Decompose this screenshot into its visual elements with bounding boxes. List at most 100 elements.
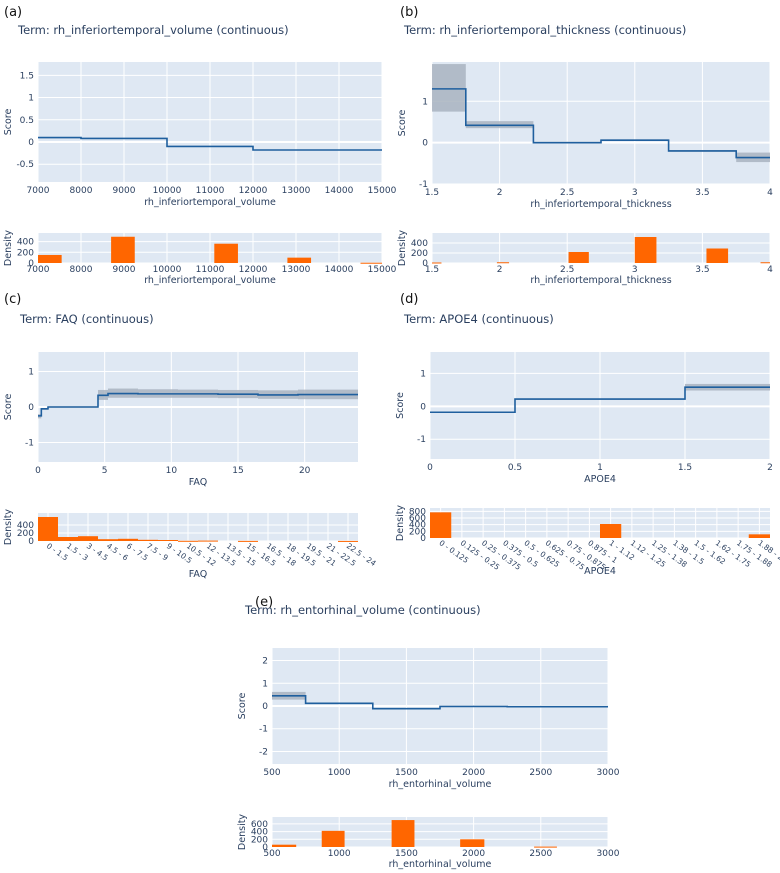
x-tick-label: 7.5 - 9	[145, 541, 170, 562]
y-tick-label: 2	[262, 657, 268, 667]
x-tick-label: 3	[632, 265, 638, 275]
x-axis-title: rh_inferiortemporal_volume	[144, 197, 276, 208]
x-axis-title: APOE4	[584, 566, 616, 577]
score-plot: 7000 8000 9000 10000 11000 12000 13000 14000 150…	[3, 62, 397, 208]
y-tick-label: 200	[411, 249, 428, 259]
x-tick-label: 8000	[70, 186, 93, 196]
x-tick-label: 1000	[328, 849, 351, 859]
density-bar	[760, 262, 770, 264]
density-bar	[214, 243, 238, 263]
y-tick-label: -1	[25, 438, 34, 448]
y-tick-label: -1	[419, 180, 428, 190]
panel-label: (a)	[4, 5, 22, 20]
x-tick-label: 2	[497, 265, 503, 275]
x-tick-label: 10	[166, 466, 178, 476]
density-bar	[748, 534, 770, 538]
x-tick-label: 3.5	[695, 188, 709, 198]
y-tick-label: 400	[17, 521, 34, 531]
y-axis-title: Score	[397, 110, 408, 137]
density-bar	[38, 517, 58, 541]
x-tick-label: 15000	[368, 265, 397, 275]
y-tick-label: 0	[422, 259, 428, 269]
y-tick-label: 0	[28, 138, 34, 148]
score-line	[272, 694, 608, 710]
panel-b: (b) Term: rh_inferiortemporal_thickness (…	[397, 5, 773, 286]
y-tick-label: 600	[251, 820, 268, 830]
density-bar	[496, 262, 510, 264]
confidence-band	[432, 64, 466, 112]
y-tick-label: 200	[17, 248, 34, 258]
x-axis-title: APOE4	[584, 474, 616, 485]
density-bar	[58, 537, 78, 541]
density-bar	[272, 844, 297, 847]
x-tick-label: 9000	[113, 265, 136, 275]
x-tick-label: 1500	[395, 849, 418, 859]
x-tick-label: 0.5	[508, 463, 522, 473]
y-tick-label: 200	[17, 529, 34, 539]
score-line	[38, 392, 358, 417]
y-tick-label: 400	[251, 828, 268, 838]
x-tick-label: 4.5 - 6	[105, 541, 130, 562]
x-tick-label: 7000	[27, 265, 50, 275]
x-tick-label: 0	[35, 466, 41, 476]
x-tick-label: 2500	[529, 768, 552, 778]
x-tick-label: 1.5	[425, 188, 439, 198]
score-line	[432, 88, 770, 159]
y-tick-label: -1	[259, 725, 268, 735]
x-tick-label: 15000	[368, 186, 397, 196]
y-tick-label: 1	[422, 97, 428, 107]
x-tick-label: 2.5	[560, 188, 574, 198]
x-tick-label: 2.5	[560, 265, 574, 275]
density-bar	[568, 252, 589, 263]
x-axis-title: rh_inferiortemporal_thickness	[530, 199, 671, 210]
y-tick-label: 0	[262, 702, 268, 712]
density-bar	[706, 248, 729, 263]
score-plot: 0 5 10 15 20 -1 0 1 FAQ Score	[3, 352, 358, 488]
x-tick-label: 3 - 4.5	[85, 541, 110, 562]
y-tick-label: 1	[262, 679, 268, 689]
density-bar	[287, 257, 312, 263]
density-bar	[391, 820, 415, 847]
y-tick-label: 200	[409, 527, 426, 537]
density-bar	[534, 846, 557, 848]
x-tick-label: 3.5	[695, 265, 709, 275]
x-tick-label: 10000	[153, 265, 182, 275]
score-line	[38, 136, 382, 151]
x-tick-label: 13000	[282, 186, 311, 196]
density-bar	[111, 236, 135, 263]
x-tick-label: 3	[632, 188, 638, 198]
y-tick-label: 0.5	[20, 116, 34, 126]
x-tick-label: 1500	[395, 768, 418, 778]
y-axis-title: Density	[3, 509, 14, 545]
y-tick-label: 1.5	[20, 71, 34, 81]
density-bar	[634, 237, 657, 263]
y-axis-title: Score	[3, 394, 14, 421]
density-bar	[198, 540, 218, 542]
y-axis-title: Score	[3, 109, 14, 136]
y-tick-label: 400	[411, 239, 428, 249]
term-title: Term: rh_entorhinal_volume (continuous)	[244, 603, 481, 617]
y-tick-label: 0	[28, 259, 34, 269]
x-tick-label: 7000	[27, 186, 50, 196]
x-axis-title: rh_entorhinal_volume	[389, 859, 492, 870]
panel-label: (b)	[400, 5, 418, 20]
density-bar	[38, 254, 62, 263]
term-title: Term: rh_inferiortemporal_thickness (con…	[403, 23, 686, 37]
x-tick-label: 20	[299, 466, 311, 476]
y-tick-label: 1	[28, 94, 34, 104]
x-tick-label: 12000	[239, 186, 268, 196]
density-bar	[78, 536, 98, 541]
x-axis-title: FAQ	[189, 477, 207, 488]
x-tick-label: 14000	[325, 265, 354, 275]
density-bar	[432, 262, 442, 264]
panel-d: (d) Term: APOE4 (continuous) 0 0.5 1 1.5 2 -1 0 1…	[395, 292, 780, 577]
panel-c: (c) Term: FAQ (continuous) 0 5 10 15 20 -1 0 1 FAQ…	[3, 292, 378, 580]
density-bar	[460, 839, 485, 847]
x-axis-title: rh_inferiortemporal_volume	[144, 275, 276, 286]
x-tick-label: 3000	[597, 849, 620, 859]
y-axis-title: Score	[395, 392, 406, 419]
